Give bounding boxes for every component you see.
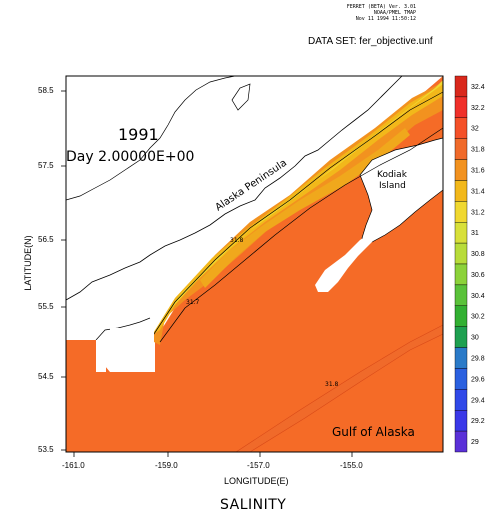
colorbar-label: 29 [471, 439, 479, 446]
coastline [65, 75, 403, 301]
colorbar-swatch [454, 138, 468, 160]
colorbar-label: 29.8 [471, 356, 485, 363]
colorbar-swatch [454, 201, 468, 223]
coastline-inland [65, 75, 236, 201]
colorbar: 32.4 32.2 32 31.8 31.6 31.4 31.2 31 30.8 30.6 30.4… [454, 75, 485, 453]
xtick-155: -155.0 [340, 461, 363, 470]
colorbar-swatch [454, 326, 468, 348]
colorbar-swatch [454, 96, 468, 118]
colorbar-label: 30.4 [471, 293, 485, 300]
bottom-title: SALINITY [220, 497, 287, 513]
colorbar-swatch [454, 117, 468, 139]
contour-label-1: 31.8 [230, 237, 244, 244]
coastline-lake [231, 83, 251, 111]
colorbar-label: 29.6 [471, 376, 485, 383]
plot-year: 1991 [118, 125, 159, 144]
colorbar-swatch [454, 222, 468, 244]
colorbar-label: 32 [471, 126, 479, 133]
ytick-53-5: 53.5 [38, 445, 54, 454]
header-line-1: FERRET (BETA) Ver. 3.01 [346, 4, 416, 10]
place-kodiak-2: Island [379, 181, 406, 191]
y-axis-label: LATITUDE(N) [23, 235, 33, 291]
colorbar-swatch [454, 263, 468, 286]
colorbar-swatch [454, 347, 468, 369]
ferret-header: FERRET (BETA) Ver. 3.01 NOAA/PMEL TMAP N… [347, 4, 416, 22]
ytick-57-5: 57.5 [38, 161, 54, 170]
colorbar-label: 32.2 [471, 105, 485, 112]
colorbar-label: 32.4 [471, 84, 485, 91]
contour-label-2: 31.7 [186, 299, 200, 306]
salinity-band-a [150, 82, 443, 345]
colorbar-swatch [454, 284, 468, 306]
xtick-157: -157.0 [247, 461, 270, 470]
contour-31-8-upper [149, 91, 444, 341]
white-shelf [315, 230, 382, 292]
contour-label-3: 31.8 [325, 381, 339, 388]
colorbar-label: 30.2 [471, 314, 485, 321]
colorbar-label: 30 [471, 335, 479, 342]
colorbar-label: 31.2 [471, 209, 485, 216]
colorbar-label: 29.2 [471, 418, 485, 425]
colorbar-label: 31.8 [471, 147, 485, 154]
ytick-56-5: 56.5 [38, 235, 54, 244]
colorbar-swatch [454, 180, 468, 202]
salinity-band-d [200, 128, 410, 288]
place-gulf: Gulf of Alaska [332, 425, 415, 439]
map-ticks [61, 90, 353, 457]
ytick-54-5: 54.5 [38, 372, 54, 381]
colorbar-label: 29.4 [471, 397, 485, 404]
colorbar-swatch [454, 75, 468, 98]
colorbar-label: 30.8 [471, 251, 485, 258]
colorbar-label: 31.4 [471, 188, 485, 195]
colorbar-swatch [454, 242, 468, 265]
colorbar-label: 31.6 [471, 168, 485, 175]
land-cell-1 [96, 340, 106, 372]
ytick-58-5: 58.5 [38, 86, 54, 95]
colorbar-swatch [454, 389, 468, 411]
map-area [65, 75, 444, 453]
colorbar-swatch [454, 430, 468, 453]
colorbar-swatch [454, 410, 468, 432]
colorbar-label: 30.6 [471, 272, 485, 279]
xtick-161: -161.0 [62, 461, 85, 470]
contour-31-7 [159, 127, 444, 343]
header-line-3: Nov 11 1994 11:50:12 [355, 16, 416, 22]
colorbar-swatch [454, 159, 468, 181]
kodiak-island [359, 137, 444, 243]
header-line-2: NOAA/PMEL TMAP [373, 10, 416, 16]
place-kodiak-1: Kodiak [377, 170, 408, 180]
map-frame [65, 75, 444, 453]
ytick-55-5: 55.5 [38, 302, 54, 311]
plot-day: Day 2.00000E+00 [66, 149, 194, 165]
salinity-band-b [152, 84, 443, 335]
dataset-label: DATA SET: fer_objective.unf [308, 36, 433, 47]
colorbar-label: 31 [471, 230, 479, 237]
peninsula-tip-coast [95, 317, 151, 341]
xtick-159: -159.0 [155, 461, 178, 470]
x-axis-label: LONGITUDE(E) [224, 476, 289, 486]
land-cell-2 [110, 328, 154, 372]
colorbar-swatch [454, 368, 468, 390]
colorbar-swatch [454, 305, 468, 327]
